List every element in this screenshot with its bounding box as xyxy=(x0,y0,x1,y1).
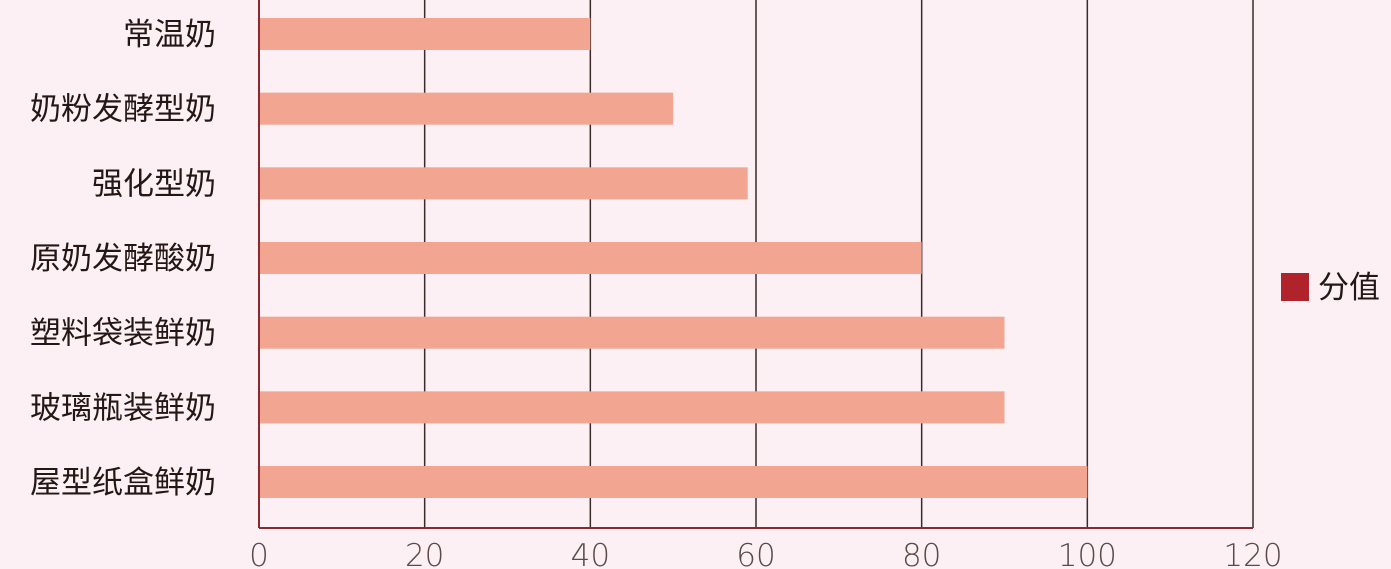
category-label: 奶粉发酵型奶 xyxy=(30,92,216,128)
x-tick-label: 0 xyxy=(249,538,269,569)
x-tick-label: 120 xyxy=(1223,538,1282,569)
x-tick-label: 40 xyxy=(571,538,610,569)
bar xyxy=(259,316,1005,349)
category-label: 玻璃瓶装鲜奶 xyxy=(30,390,216,426)
legend-label: 分值 xyxy=(1318,270,1380,306)
legend-swatch xyxy=(1281,273,1309,301)
bar xyxy=(259,242,922,275)
x-tick-label: 100 xyxy=(1058,538,1117,569)
category-label: 常温奶 xyxy=(123,17,216,53)
x-tick-label: 60 xyxy=(736,538,775,569)
bar xyxy=(259,167,748,200)
category-label: 塑料袋装鲜奶 xyxy=(30,316,216,352)
axes xyxy=(258,0,1253,529)
x-tick-label: 80 xyxy=(902,538,941,569)
category-label: 原奶发酵酸奶 xyxy=(30,241,216,277)
bar xyxy=(259,466,1088,499)
x-tick-label: 20 xyxy=(405,538,444,569)
category-label: 屋型纸盒鲜奶 xyxy=(30,465,216,501)
bars xyxy=(259,18,1088,499)
category-label: 强化型奶 xyxy=(92,166,216,202)
bar xyxy=(259,92,674,125)
tick-labels: 0 20 40 60 80 100 120 xyxy=(249,538,1282,569)
bar xyxy=(259,18,591,50)
legend: 分值 xyxy=(1281,270,1380,306)
bar xyxy=(259,391,1005,424)
